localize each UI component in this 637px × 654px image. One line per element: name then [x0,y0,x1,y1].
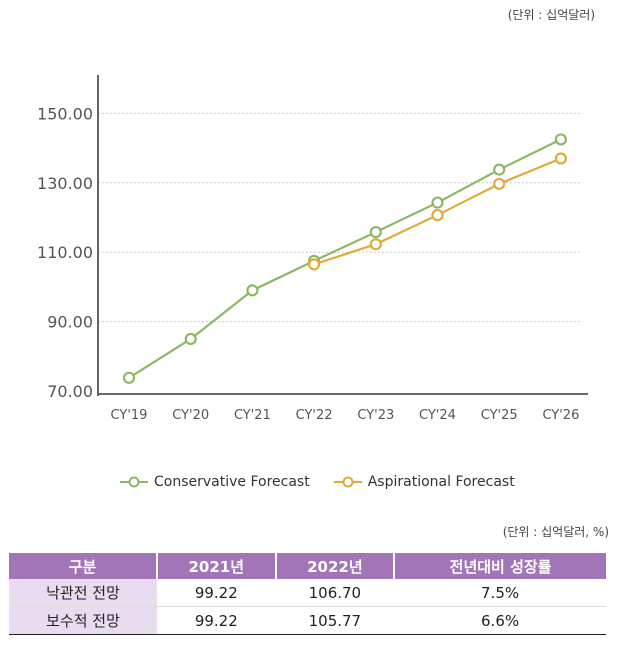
x-tick-label: CY'25 [481,408,518,423]
data-point-series-1 [369,238,382,251]
data-point-series-0 [246,284,259,297]
table-header-row: 구분 2021년 2022년 전년대비 성장률 [9,553,606,579]
table-row: 낙관전 전망 99.22 106.70 7.5% [9,579,606,607]
data-point-series-0 [122,371,136,384]
chart-legend: Conservative Forecast Aspirational Forec… [120,474,515,490]
table-cell: 7.5% [394,579,606,607]
y-tick-label: 110.00 [37,243,93,262]
table-unit-label: (단위 : 십억달러, %) [502,525,609,539]
x-tick-label: CY'20 [172,408,209,423]
data-point-series-0 [184,332,197,346]
line-chart: 70.00 90.00 110.00 130.00 150.00 CY'19 CY'20 CY… [37,75,588,423]
table-cell: 6.6% [394,606,606,635]
legend-conservative-marker-icon [120,476,148,488]
table-cell: 106.70 [275,579,395,607]
y-tick-label: 90.00 [47,313,93,332]
data-point-series-0 [431,196,444,209]
x-tick-label: CY'21 [234,408,271,423]
table-header-cell: 2021년 [157,553,277,579]
table-row-label: 낙관전 전망 [9,579,157,607]
legend-aspirational-marker-icon [333,476,362,488]
chart-unit-label: (단위 : 십억달러) [507,8,595,22]
legend-label-aspirational: Aspirational Forecast [367,474,515,490]
x-tick-label: CY'19 [111,408,148,423]
table-cell: 105.77 [275,606,395,635]
data-point-series-1 [493,177,506,190]
table-row-label: 보수적 전망 [9,606,157,635]
x-tick-label: CY'26 [542,408,579,423]
data-point-series-0 [369,225,382,239]
data-point-series-1 [308,258,321,271]
x-tick-label: CY'23 [357,408,394,423]
y-tick-label: 70.00 [47,382,93,401]
series-line-0 [128,138,562,379]
x-tick-label: CY'24 [419,408,456,423]
summary-table: 구분 2021년 2022년 전년대비 성장률 낙관전 전망 99.22 106… [9,553,606,635]
data-point-series-1 [431,208,444,222]
y-tick-label: 150.00 [37,104,93,123]
x-tick-label: CY'22 [296,408,333,423]
data-point-series-0 [554,133,568,146]
data-point-series-1 [554,152,568,165]
table-header-cell: 전년대비 성장률 [394,553,606,579]
legend-item-aspirational: Aspirational Forecast [333,474,515,490]
table-row: 보수적 전망 99.22 105.77 6.6% [9,606,606,635]
table-header-cell: 구분 [9,553,158,579]
data-point-series-0 [493,163,506,176]
legend-label-conservative: Conservative Forecast [154,474,310,490]
table-cell: 99.22 [157,606,276,635]
legend-item-conservative: Conservative Forecast [120,474,310,490]
table-header-cell: 2022년 [275,553,396,579]
table-cell: 99.22 [157,579,276,607]
y-tick-label: 130.00 [37,174,93,193]
